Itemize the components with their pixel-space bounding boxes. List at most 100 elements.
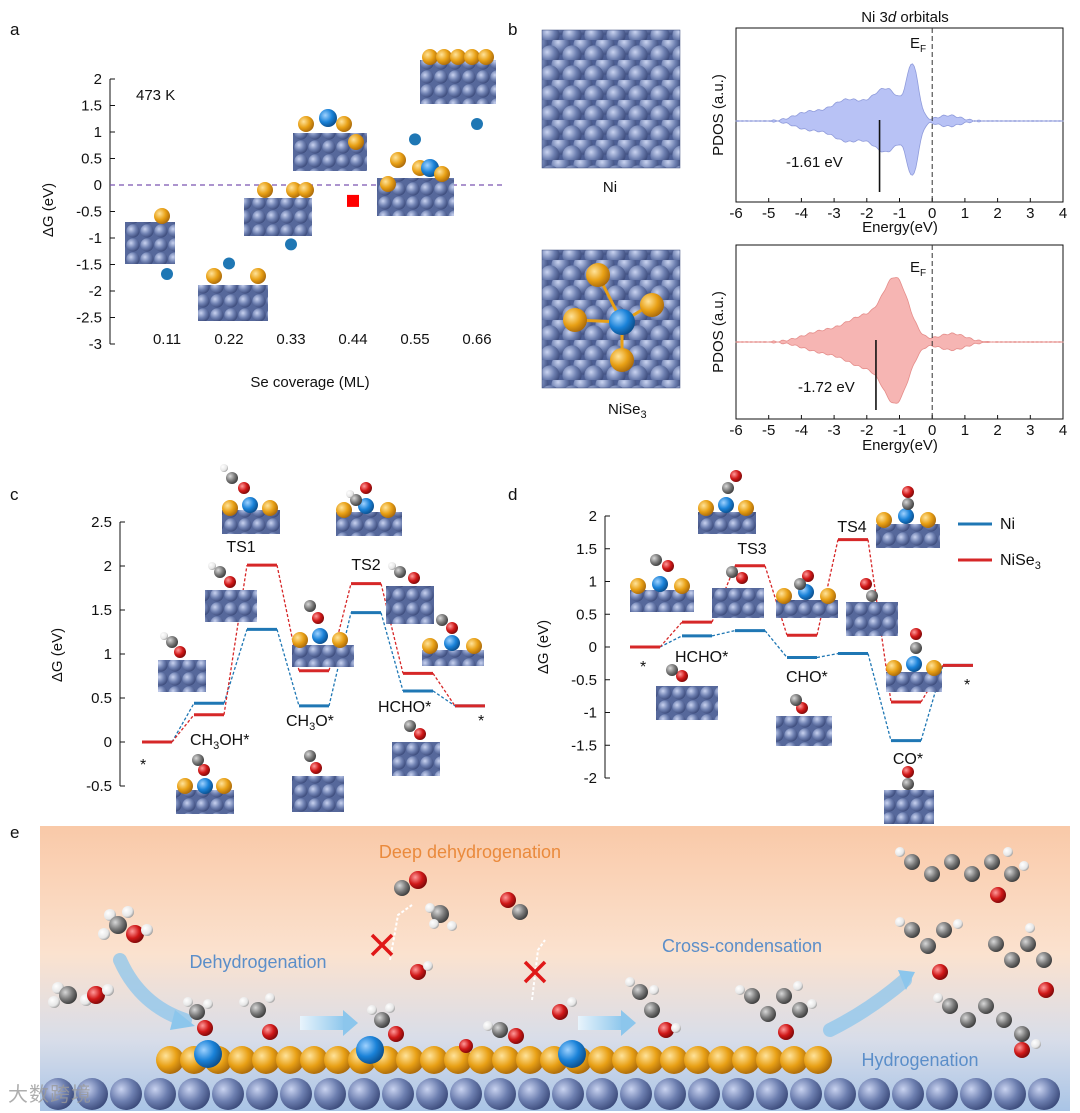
b-x-tick-label: -4	[795, 205, 808, 222]
c-thumb-hcho-nise3	[422, 614, 484, 666]
a-point-circle	[471, 118, 483, 131]
c-nise3-connector-5	[432, 672, 456, 707]
a-y-tick-label: 1.5	[81, 98, 102, 115]
c-y-tick-label: 1.5	[91, 602, 112, 619]
b-x-tick-label: 4	[1059, 422, 1067, 439]
e-se-atom	[276, 1046, 304, 1074]
c-ni-connector-5	[432, 690, 456, 707]
a-point-square	[347, 194, 359, 207]
e-ch3-fragment	[425, 903, 457, 931]
e-ni-atom	[654, 1078, 686, 1110]
e-co-molecule-2	[500, 892, 528, 920]
e-arrow-3-shaft	[578, 1016, 623, 1030]
e-ni-site-1	[194, 1040, 222, 1068]
a-x-tick-label: 0.11	[153, 331, 181, 348]
d-y-tick-label: 2	[589, 508, 597, 525]
e-arrow-2-shaft	[300, 1016, 345, 1030]
a-y-axis-label: ΔG (eV)	[40, 183, 57, 237]
c-thumb-ch3o-ni	[292, 750, 344, 812]
e-ni-atom	[926, 1078, 958, 1110]
e-oh-fragment	[410, 961, 433, 980]
d-y-tick-label: -1.5	[571, 737, 597, 754]
a-point-circle	[409, 133, 421, 146]
c-thumb-ch3oh-nise3	[176, 754, 234, 814]
a-x-tick-label: 0.22	[214, 331, 243, 348]
c-y-ticks: 2.5 2 1.5 1 0.5 0 -0.5	[86, 514, 125, 795]
e-se-atom	[300, 1046, 328, 1074]
b-x-tick-label: 2	[993, 205, 1001, 222]
d-ni-connector-3	[816, 652, 839, 659]
e-se-atom	[324, 1046, 352, 1074]
e-se-atom	[228, 1046, 256, 1074]
b-x-tick-label: 1	[961, 422, 969, 439]
e-co-molecule-1	[394, 871, 427, 896]
e-ni-atom	[824, 1078, 856, 1110]
b-x-tick-label: -5	[762, 422, 775, 439]
d-thumb-cho-nise3	[776, 570, 838, 618]
a-y-tick-label: -2	[89, 283, 102, 300]
e-ni-atom	[144, 1078, 176, 1110]
b-x-tick-label: -4	[795, 422, 808, 439]
d-label-hcho: HCHO*	[675, 649, 728, 666]
panel-letter-e: e	[10, 823, 19, 842]
a-x-tick-labels: 0.11 0.22 0.33 0.44 0.55 0.66	[153, 331, 492, 348]
e-ni-atom	[450, 1078, 482, 1110]
c-thumb-ch3o-nise3	[292, 600, 354, 667]
c-y-tick-label: 2	[104, 558, 112, 575]
d-y-tick-label: -1	[584, 705, 597, 722]
e-ni-atom	[348, 1078, 380, 1110]
e-label-deep-dehydrogenation: Deep dehydrogenation	[379, 842, 561, 862]
c-thumb-ch3oh-ni	[158, 632, 206, 692]
b-x-tick-label: -2	[860, 422, 873, 439]
b-x-tick-label: -6	[729, 422, 742, 439]
e-arrow-2-head	[343, 1010, 358, 1036]
a-x-tick-label: 0.33	[276, 331, 305, 348]
d-y-tick-label: 0.5	[576, 606, 597, 623]
e-ni-atom	[688, 1078, 720, 1110]
d-thumb-cho-ni	[776, 694, 832, 746]
e-se-atom	[468, 1046, 496, 1074]
c-thumb-ts2-ni	[386, 562, 434, 624]
e-arrow-3-head	[621, 1010, 636, 1036]
d-y-tick-label: -0.5	[571, 672, 597, 689]
b-x-tick-label: -1	[893, 422, 906, 439]
c-ni-connector-2	[276, 629, 300, 707]
e-blocked-cross-2	[523, 960, 547, 984]
b-nise3-x-tick-labels: -6 -5 -4 -3 -2 -1 0 1 2 3 4	[729, 415, 1067, 439]
a-point-circle	[285, 238, 297, 251]
e-ni-atom	[1028, 1078, 1060, 1110]
e-label-dehydrogenation: Dehydrogenation	[189, 952, 326, 972]
b-nise3-pdos-area	[735, 277, 1064, 404]
c-label-start: *	[140, 757, 146, 774]
c-label-hcho: HCHO*	[378, 699, 431, 716]
e-se-atom	[780, 1046, 808, 1074]
c-label-ts1: TS1	[226, 539, 255, 556]
d-thumb-ts3-ni	[712, 566, 764, 618]
c-label-ch3oh: CH3OH*	[190, 732, 249, 752]
c-thumb-ts1-nise3	[220, 464, 280, 534]
panel-b: Ni NiSe3 Ni 3d orbitals -1.61 eV EF PDOS…	[541, 9, 1067, 454]
e-methanol-molecule-2	[98, 906, 153, 943]
e-label-cross-condensation: Cross-condensation	[662, 936, 822, 956]
e-ni-atom	[178, 1078, 210, 1110]
e-se-atom	[516, 1046, 544, 1074]
c-nise3-connector-4	[380, 583, 404, 674]
b-ni-pdos-area	[735, 63, 1064, 176]
e-ni-atom	[212, 1078, 244, 1110]
e-ni-atom	[76, 1078, 108, 1110]
d-y-tick-label: 1.5	[576, 541, 597, 558]
c-y-tick-label: 0	[104, 734, 112, 751]
c-ni-connector-1	[223, 629, 248, 704]
e-product-branched-1	[895, 917, 963, 980]
e-se-atom	[156, 1046, 184, 1074]
b-ni-x-tick-labels: -6 -5 -4 -3 -2 -1 0 1 2 3 4	[729, 198, 1067, 222]
a-y-tick-label: -1.5	[76, 257, 102, 274]
e-ni-atom	[756, 1078, 788, 1110]
e-blocked-path-1	[389, 904, 413, 961]
d-label-end: *	[964, 677, 970, 694]
a-x-axis-label: Se coverage (ML)	[250, 374, 369, 391]
d-ni-connector-1	[711, 629, 736, 637]
e-blocked-cross-1	[370, 933, 394, 957]
e-se-atom	[804, 1046, 832, 1074]
b-x-tick-label: 3	[1026, 205, 1034, 222]
